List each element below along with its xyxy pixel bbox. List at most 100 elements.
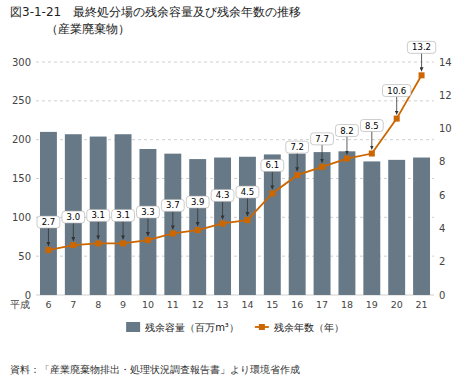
legend-swatch-marker — [259, 324, 265, 330]
bar — [115, 134, 132, 295]
annotation-arrow — [247, 198, 248, 216]
y2-tick-label: 12 — [439, 90, 452, 101]
y2-tick-label: 8 — [439, 156, 445, 167]
data-labels: 2.73.03.13.13.33.73.94.34.56.17.27.78.28… — [37, 41, 436, 246]
annotation-arrow — [73, 223, 74, 241]
data-label-box — [137, 206, 160, 218]
x-tick-label: 9 — [120, 299, 126, 310]
line-marker — [294, 172, 300, 178]
data-label-box — [62, 211, 85, 223]
data-label: 3.0 — [67, 212, 81, 222]
bar — [214, 158, 231, 295]
data-label: 3.7 — [166, 200, 180, 210]
bar — [139, 149, 156, 295]
data-label-box — [311, 133, 334, 145]
grid-line — [36, 100, 434, 101]
annotation-arrow — [297, 153, 298, 171]
plot-area — [40, 72, 430, 295]
bar — [90, 137, 107, 295]
x-tick-label: 11 — [167, 299, 179, 310]
line-marker — [95, 240, 101, 246]
data-label: 3.9 — [191, 197, 205, 207]
line-marker — [269, 190, 275, 196]
data-label: 4.5 — [241, 187, 255, 197]
x-tick-label: 14 — [241, 299, 253, 310]
legend-label: 残余容量（百万m³） — [145, 322, 239, 333]
y-tick-label: 50 — [18, 251, 31, 262]
data-label: 7.7 — [315, 134, 329, 144]
line-marker — [170, 230, 176, 236]
legend-swatch — [126, 322, 140, 332]
data-label: 8.2 — [340, 126, 354, 136]
legend: 残余容量（百万m³） 残余年数（年） — [126, 322, 344, 333]
subtitle: （産業廃棄物） — [46, 22, 130, 36]
line-marker — [319, 164, 325, 170]
bar — [289, 154, 306, 295]
bar — [264, 154, 281, 295]
line-marker — [220, 220, 226, 226]
x-tick-label: 20 — [391, 299, 403, 310]
y2-tick-label: 0 — [439, 290, 445, 301]
grid — [36, 62, 434, 295]
data-label: 3.3 — [141, 207, 155, 217]
y-tick-label: 200 — [12, 134, 31, 145]
bar — [65, 134, 82, 295]
title: 図3-1-21 最終処分場の残余容量及び残余年数の推移 — [10, 5, 301, 19]
legend-item: 残余容量（百万m³） — [126, 322, 239, 333]
line-marker — [369, 151, 375, 157]
annotation-arrow — [48, 228, 49, 246]
data-label: 8.5 — [365, 121, 379, 131]
x-tick-label: 6 — [45, 299, 51, 310]
annotation-arrow — [147, 218, 148, 236]
y2-tick-label: 4 — [439, 223, 445, 234]
data-label-box — [360, 120, 383, 132]
data-label: 13.2 — [412, 42, 431, 52]
data-label-box — [261, 159, 284, 171]
y2-tick-label: 14 — [439, 57, 452, 68]
annotation-arrow — [172, 211, 173, 229]
x-tick-label: 21 — [416, 299, 428, 310]
bar — [40, 132, 57, 295]
x-tick-label: 7 — [70, 299, 76, 310]
data-label-box — [407, 41, 435, 53]
data-label-box — [186, 196, 209, 208]
data-label: 3.1 — [116, 210, 130, 220]
data-label-box — [336, 125, 359, 137]
bar — [314, 152, 331, 295]
annotation-arrow — [272, 171, 273, 189]
data-label-box — [236, 186, 259, 198]
line-marker — [419, 72, 425, 78]
y-tick-label: 100 — [12, 212, 31, 223]
x-tick-label: 16 — [291, 299, 303, 310]
line-marker — [45, 247, 51, 253]
annotation-arrow — [222, 201, 223, 219]
y2-tick-label: 10 — [439, 123, 452, 134]
x-tick-label: 10 — [142, 299, 154, 310]
line-marker — [120, 240, 126, 246]
y-tick-label: 150 — [12, 173, 31, 184]
line-marker — [344, 156, 350, 162]
x-tick-label: 19 — [366, 299, 378, 310]
bar — [388, 160, 405, 295]
y2-tick-label: 2 — [439, 256, 445, 267]
legend-label: 残余年数（年） — [274, 322, 344, 333]
annotation-arrow — [346, 137, 347, 155]
annotation-arrow — [371, 132, 372, 150]
data-label: 3.1 — [91, 210, 105, 220]
annotation-arrow — [322, 145, 323, 163]
data-label: 6.1 — [266, 160, 280, 170]
bar — [363, 161, 380, 295]
data-label: 7.2 — [290, 142, 304, 152]
bar — [338, 151, 355, 295]
data-label: 10.6 — [387, 86, 406, 96]
annotation-arrow — [98, 221, 99, 239]
annotation-arrow — [123, 221, 124, 239]
y-tick-label: 300 — [12, 57, 31, 68]
line-marker — [244, 217, 250, 223]
x-tick-label: 18 — [341, 299, 353, 310]
line-marker — [394, 116, 400, 122]
data-label-box — [382, 85, 410, 97]
annotation-arrow — [421, 53, 422, 71]
line-marker — [195, 227, 201, 233]
data-label-box — [37, 216, 60, 228]
